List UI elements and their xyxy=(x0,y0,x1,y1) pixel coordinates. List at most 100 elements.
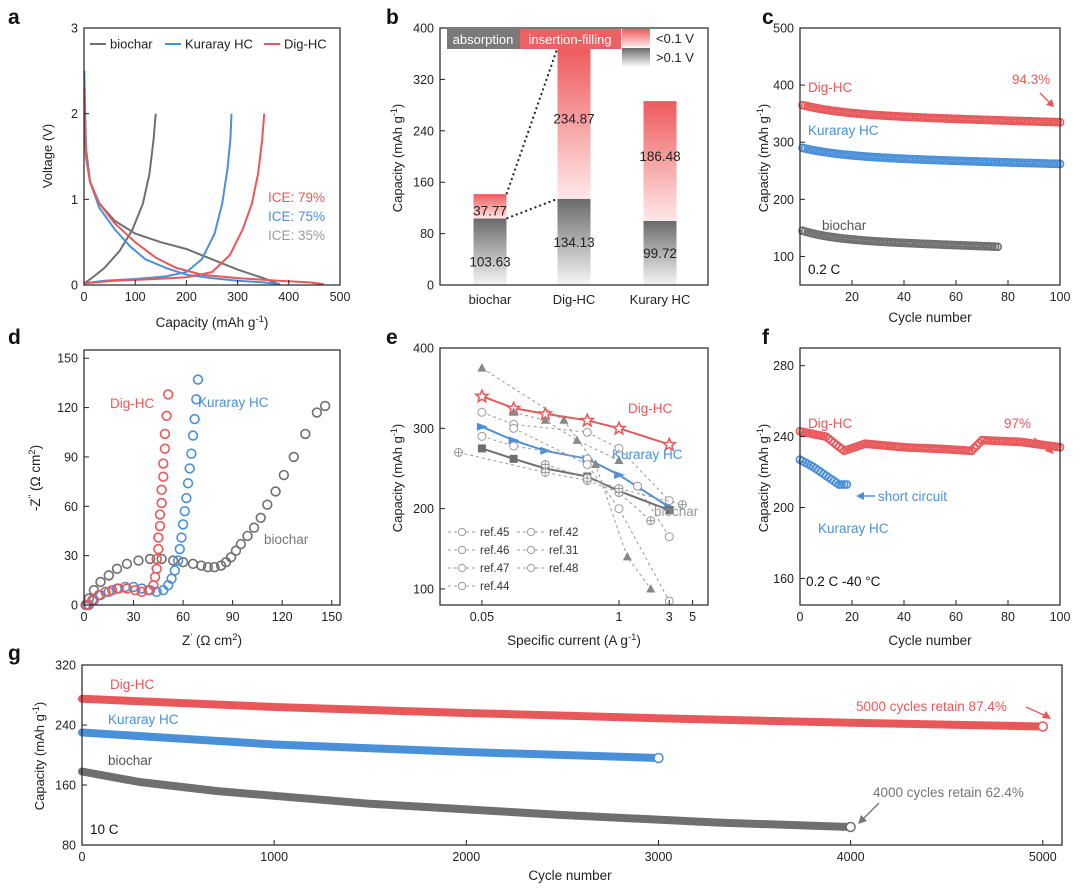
data-point xyxy=(622,551,632,561)
series-label: Kuraray HC xyxy=(808,123,879,138)
data-point xyxy=(993,242,1002,252)
data-point xyxy=(967,446,976,456)
panel-letter-e: e xyxy=(386,326,398,349)
data-point xyxy=(579,412,596,428)
x-tick-label: 1000 xyxy=(260,850,288,864)
data-point xyxy=(100,586,111,598)
data-point xyxy=(159,443,171,454)
data-point xyxy=(477,444,486,453)
series-label: Kuraray HC xyxy=(198,395,269,410)
legend-label: ref.42 xyxy=(549,527,578,539)
data-point xyxy=(156,497,167,509)
data-point xyxy=(136,586,148,598)
x-tick-label: 2000 xyxy=(452,850,480,864)
series-ref.44 xyxy=(509,407,624,464)
panel-f: 0 20 40 60 80 100 160 200 240 280 Dig-HC Kuraray HC… xyxy=(773,347,1071,624)
x-tick-label: 3000 xyxy=(645,850,673,864)
condition-label: 0.2 C -40 °C xyxy=(806,574,881,589)
data-point xyxy=(158,458,169,469)
note-label: short circuit xyxy=(878,489,947,504)
arrow xyxy=(861,802,880,821)
x-tick-label: 5000 xyxy=(1029,850,1057,864)
data-point xyxy=(613,470,625,479)
data-point xyxy=(319,400,331,412)
y-tick-label: 200 xyxy=(773,193,794,207)
y-tick-label: 100 xyxy=(413,582,434,596)
panel-g: 0 1000 2000 3000 4000 5000 80 160 240 320 Dig-HC Ku… xyxy=(55,659,1063,864)
legend-label: ref.46 xyxy=(480,545,509,557)
retention-label: 4000 cycles retain 62.4% xyxy=(873,785,1024,800)
panel-letter-d: d xyxy=(8,326,21,349)
data-point xyxy=(176,532,187,543)
arrow-head xyxy=(1042,711,1051,719)
y-axis-title: Capacity (mAh g-1) xyxy=(755,424,771,533)
y-axis-title: Capacity (mAh g-1) xyxy=(755,104,771,213)
x-axis-title: Specific current (A g-1) xyxy=(507,632,641,649)
data-point xyxy=(255,512,266,524)
y-tick-label: 160 xyxy=(773,572,794,586)
panel-d: 0 30 60 90 120 150 0 30 60 90 120 150 Dig-HC Kuraray … xyxy=(57,349,342,624)
series-line xyxy=(545,464,683,506)
x-tick-label: 120 xyxy=(272,610,293,624)
x-tick-label: 0 xyxy=(81,290,88,304)
data-point xyxy=(509,423,519,433)
x-tick-label: 0.05 xyxy=(470,610,494,624)
legend-marker xyxy=(526,545,536,555)
legend-label: biochar xyxy=(110,37,153,52)
data-point xyxy=(509,454,518,463)
x-axis-title: Cycle number xyxy=(888,633,972,648)
series-label: biochar xyxy=(654,504,699,519)
y-axis-title: Capacity (mAh g-1) xyxy=(389,104,405,213)
y-tick-label: 160 xyxy=(55,779,76,793)
ice-label: ICE: 35% xyxy=(268,228,325,243)
header-insertion xyxy=(520,29,621,49)
y-tick-label: 320 xyxy=(413,73,434,87)
plot-frame xyxy=(439,347,709,606)
retention-label: 94.3% xyxy=(1012,72,1050,87)
series-label: biochar xyxy=(822,218,867,233)
series-ref.48 xyxy=(509,423,674,606)
series-label: Dig-HC xyxy=(628,401,673,416)
data-point xyxy=(473,388,490,404)
data-point xyxy=(476,422,488,431)
data-point xyxy=(182,478,194,489)
y-tick-label: 0 xyxy=(71,599,78,613)
data-point xyxy=(235,538,247,550)
y-tick-label: 160 xyxy=(413,176,434,190)
voltage-curve xyxy=(83,113,157,285)
x-tick-label: 60 xyxy=(176,610,190,624)
data-point xyxy=(154,520,166,532)
panel-letter-a: a xyxy=(8,6,20,29)
plot-frame xyxy=(81,664,1063,846)
legend-label: Kuraray HC xyxy=(185,37,253,52)
panel-e: 0.05 1 3 5 100 200 300 400 Dig-HC Kuraray HC bioch… xyxy=(413,342,709,624)
bar-value-label: 234.87 xyxy=(553,111,594,126)
panel-c: 20 40 60 80 100 100 200 300 400 500 Dig-HC Kuraray … xyxy=(773,22,1070,305)
data-point xyxy=(661,436,678,452)
panel-letter-c: c xyxy=(762,6,774,29)
category-label: Kurary HC xyxy=(630,292,691,307)
bar-above-0.1V xyxy=(643,220,677,285)
voltage-curve xyxy=(83,87,324,286)
legend-marker xyxy=(457,563,467,573)
data-point xyxy=(156,484,167,496)
plot-frame xyxy=(439,27,709,286)
x-tick-label: 5 xyxy=(689,610,696,624)
x-tick-label: 400 xyxy=(278,290,299,304)
x-tick-label: 40 xyxy=(897,290,911,304)
data-point xyxy=(161,410,172,422)
x-axis-title: Cycle number xyxy=(888,310,972,325)
header-label: absorption xyxy=(453,32,514,47)
y-tick-label: 400 xyxy=(413,22,434,36)
data-point xyxy=(186,448,197,459)
legend-marker xyxy=(457,527,467,537)
legend-label: Dig-HC xyxy=(284,37,327,52)
data-point xyxy=(614,455,624,464)
data-point xyxy=(158,471,169,482)
data-point xyxy=(664,532,674,542)
series-label: Dig-HC xyxy=(808,80,853,95)
x-tick-label: 100 xyxy=(1050,610,1071,624)
data-point xyxy=(278,469,290,481)
x-tick-label: 500 xyxy=(330,290,351,304)
data-point xyxy=(969,443,979,453)
